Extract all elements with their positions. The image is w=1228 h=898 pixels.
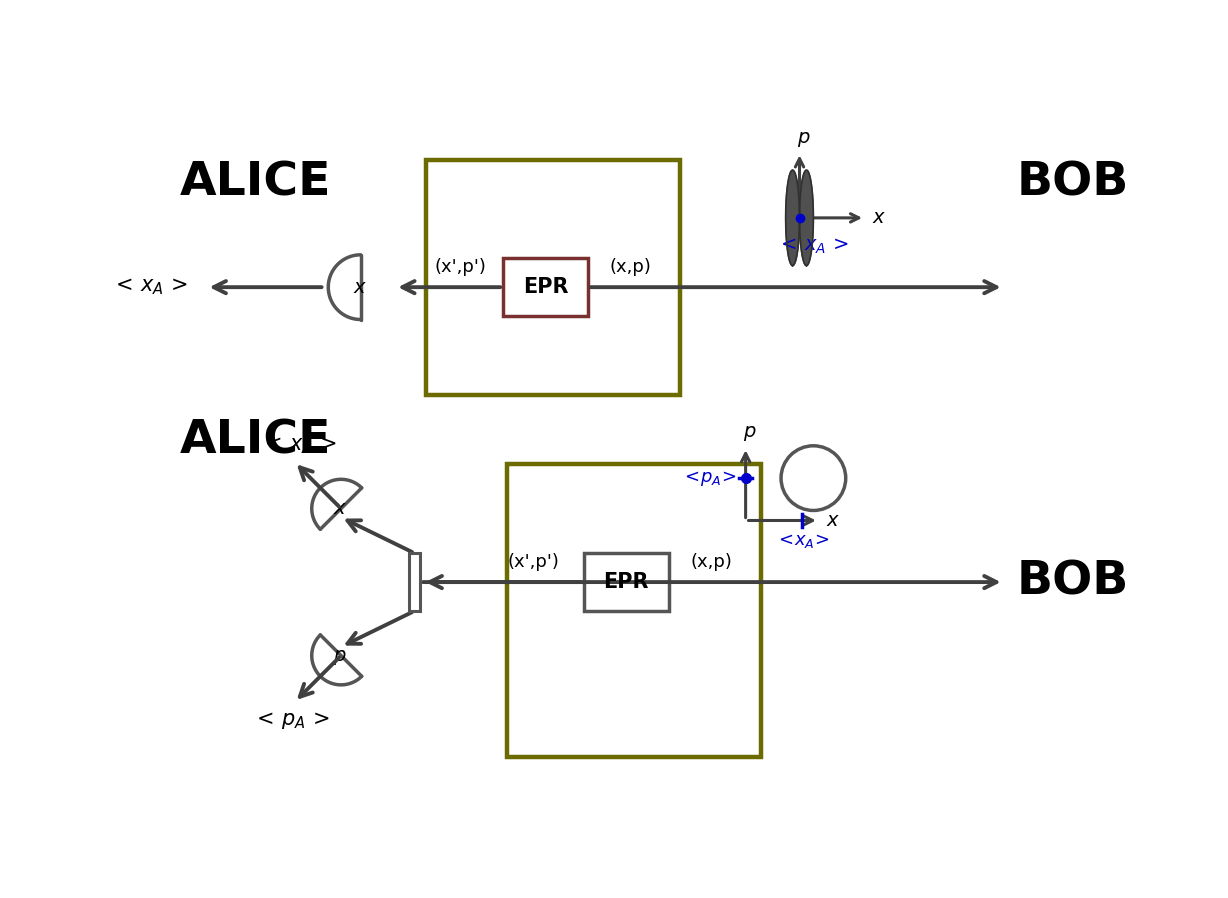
Text: $<\, p_A\, >$: $<\, p_A\, >$	[252, 709, 329, 731]
Text: p: p	[333, 646, 345, 665]
Text: $<\, x_A\, >$: $<\, x_A\, >$	[111, 277, 188, 297]
Text: x: x	[334, 499, 345, 518]
Text: p: p	[743, 422, 755, 441]
Bar	[426, 160, 680, 395]
Text: x: x	[826, 511, 837, 530]
Text: p: p	[797, 128, 809, 147]
Polygon shape	[786, 170, 799, 266]
Text: ALICE: ALICE	[179, 161, 332, 206]
Text: (x,p): (x,p)	[609, 259, 651, 277]
Text: $<\, x_A\, >$: $<\, x_A\, >$	[260, 436, 336, 456]
Text: (x,p): (x,p)	[690, 553, 732, 571]
Text: $<\! x_A\! >$: $<\! x_A\! >$	[775, 532, 829, 550]
Text: BOB: BOB	[1017, 559, 1129, 604]
Polygon shape	[799, 170, 813, 266]
Text: $<\! p_A\! >$: $<\! p_A\! >$	[682, 469, 737, 488]
Bar	[507, 464, 761, 757]
Text: x: x	[354, 277, 365, 296]
Bar	[409, 553, 420, 611]
Text: BOB: BOB	[1017, 161, 1129, 206]
Text: $<\, x_A\, >$: $<\, x_A\, >$	[777, 237, 850, 257]
Bar	[585, 553, 668, 611]
Text: (x',p'): (x',p')	[508, 553, 560, 571]
Text: EPR: EPR	[523, 277, 569, 297]
Text: x: x	[873, 208, 884, 227]
Text: ALICE: ALICE	[179, 418, 332, 463]
Text: EPR: EPR	[603, 572, 650, 592]
Text: (x',p'): (x',p')	[435, 259, 486, 277]
Bar	[503, 259, 588, 316]
